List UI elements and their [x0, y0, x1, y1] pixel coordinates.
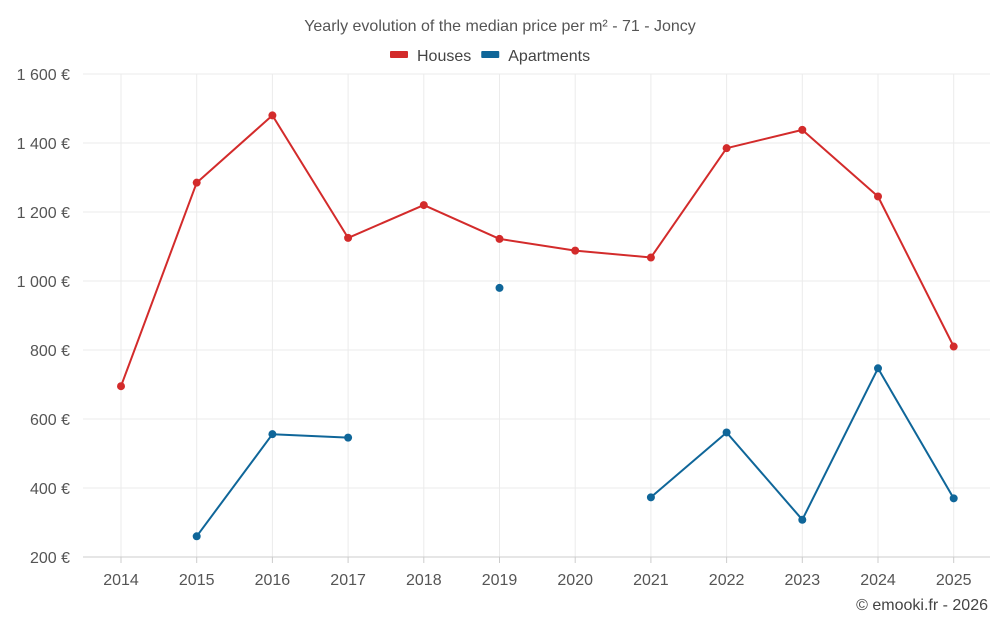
x-tick-label: 2017 — [330, 572, 366, 589]
series-apartments — [192, 283, 958, 541]
houses-point-2025[interactable] — [949, 342, 958, 351]
series — [117, 111, 958, 541]
x-tick-label: 2025 — [936, 572, 972, 589]
houses-point-2022[interactable] — [722, 144, 731, 153]
legend-swatch — [390, 51, 408, 58]
x-tick-label: 2023 — [785, 572, 821, 589]
apartments-point-2024[interactable] — [874, 364, 882, 373]
legend-label: Houses — [417, 48, 471, 65]
x-tick-label: 2014 — [103, 572, 139, 589]
apartments-point-2021[interactable] — [646, 493, 655, 502]
y-tick-label: 200 € — [30, 550, 70, 567]
apartments-point-2019[interactable] — [495, 283, 504, 292]
x-tick-label: 2015 — [179, 572, 215, 589]
legend-item-houses[interactable]: Houses — [390, 48, 471, 65]
x-tick-label: 2019 — [482, 572, 518, 589]
houses-line — [120, 114, 955, 387]
x-tick-label: 2021 — [633, 572, 669, 589]
houses-point-2016[interactable] — [268, 111, 277, 120]
series-houses — [117, 111, 958, 391]
houses-point-2018[interactable] — [419, 201, 428, 210]
legend: Houses Apartments — [390, 48, 590, 65]
x-tick-label: 2022 — [709, 572, 745, 589]
credit-text: © emooki.fr - 2026 — [856, 597, 988, 614]
legend-label: Apartments — [508, 48, 590, 65]
x-tick-label: 2016 — [255, 572, 291, 589]
x-axis: 2014 2015 2016 2017 2018 2019 2020 2021 2022 2023… — [83, 556, 990, 589]
y-tick-label: 1 200 € — [17, 205, 70, 222]
houses-point-2019[interactable] — [495, 234, 504, 243]
apartments-point-2022[interactable] — [722, 428, 731, 437]
grid — [83, 73, 990, 558]
apartments-point-2016[interactable] — [268, 430, 277, 439]
y-tick-label: 1 400 € — [17, 136, 70, 153]
y-tick-label: 800 € — [30, 343, 70, 360]
houses-point-2023[interactable] — [798, 125, 807, 134]
houses-point-2024[interactable] — [874, 192, 882, 201]
houses-point-2017[interactable] — [344, 233, 353, 242]
y-tick-label: 600 € — [30, 412, 70, 429]
houses-point-2021[interactable] — [646, 253, 655, 262]
y-axis: 200 € 400 € 600 € 800 € 1 000 € 1 200 € 1 400 … — [17, 67, 70, 567]
y-tick-label: 400 € — [30, 481, 70, 498]
legend-item-apartments[interactable]: Apartments — [481, 48, 590, 65]
houses-point-2014[interactable] — [117, 382, 125, 391]
apartments-point-2015[interactable] — [192, 532, 201, 541]
apartments-point-2023[interactable] — [798, 515, 807, 524]
houses-point-2015[interactable] — [192, 178, 201, 187]
apartments-point-2025[interactable] — [949, 494, 958, 503]
x-tick-label: 2024 — [860, 572, 896, 589]
chart-title: Yearly evolution of the median price per… — [304, 18, 696, 35]
houses-point-2020[interactable] — [571, 246, 580, 255]
apartments-point-2017[interactable] — [344, 433, 353, 442]
y-tick-label: 1 000 € — [17, 274, 70, 291]
x-tick-label: 2018 — [406, 572, 442, 589]
x-tick-label: 2020 — [557, 572, 593, 589]
legend-swatch — [481, 51, 500, 58]
y-tick-label: 1 600 € — [17, 67, 70, 84]
